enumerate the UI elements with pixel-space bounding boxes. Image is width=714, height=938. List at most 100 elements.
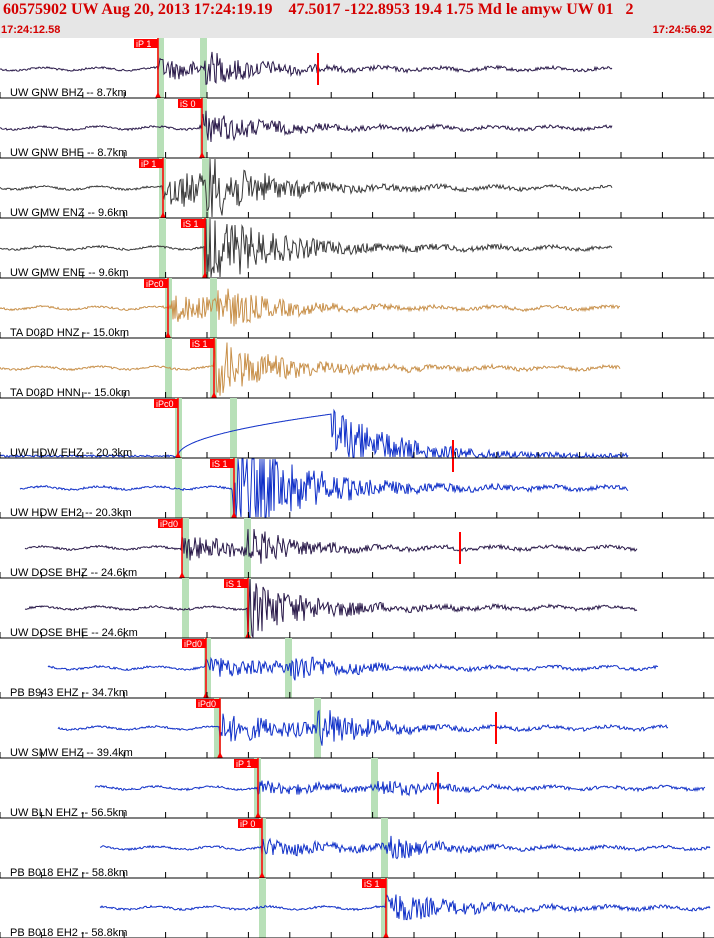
waveform [0, 288, 620, 327]
pick-arrow [175, 452, 181, 458]
waveform [19, 458, 629, 518]
pick-label: iS 1 [192, 339, 208, 349]
station-label: UW DOSE BHZ -- 24.6km [10, 567, 137, 579]
pick-label-box[interactable] [181, 219, 205, 228]
pick-label: iPc0 [146, 279, 164, 289]
trace-panel[interactable]: iP 1 UW GNW BHZ -- 8.7km [0, 38, 714, 99]
station-label: PB B018 EHZ -- 58.8km [10, 867, 128, 879]
pick-label: iPc0 [156, 399, 174, 409]
pick-arrow [165, 332, 171, 338]
waveform [0, 51, 613, 86]
station-label: UW GMW ENE -- 9.6km [10, 267, 129, 279]
waveform [94, 780, 706, 797]
s-window [200, 98, 207, 158]
pick-arrow [217, 752, 223, 758]
pick-label: iS 1 [226, 579, 242, 589]
pick-label-box[interactable] [224, 579, 248, 588]
pick-arrow [155, 92, 161, 98]
pick-label: iPd0 [184, 639, 202, 649]
trace-panel[interactable]: iPc0 UW HDW EHZ -- 20.3km [0, 398, 714, 472]
station-label: UW GMW ENZ -- 9.6km [10, 207, 128, 219]
waveform [99, 894, 711, 921]
pick-arrow [231, 512, 237, 518]
pick-arrow [160, 212, 166, 218]
pick-label-box[interactable] [362, 879, 386, 888]
trace-panel[interactable]: iS 1 UW GMW ENE -- 9.6km [0, 218, 714, 279]
station-label: UW HDW EH2 -- 20.3km [10, 507, 132, 519]
pick-label-box[interactable] [178, 99, 202, 108]
station-label: TA D03D HNN -- 15.0km [10, 387, 130, 399]
station-label: PB B943 EHZ -- 34.7km [10, 687, 128, 699]
station-label: UW HDW EHZ -- 20.3km [10, 447, 132, 459]
trace-panel[interactable]: iPd0 UW SMW EHZ -- 39.4km [0, 698, 714, 759]
s-window [314, 698, 321, 758]
s-window [230, 398, 237, 458]
pick-arrow [199, 152, 205, 158]
pick-arrow [383, 932, 389, 938]
pick-label-box[interactable] [182, 639, 206, 648]
pick-label: iP 1 [141, 159, 156, 169]
trace-panel[interactable]: iS 1 UW DOSE BHE -- 24.6km [0, 578, 714, 639]
station-label: UW GNW BHZ -- 8.7km [10, 87, 127, 99]
p-window [182, 518, 189, 578]
p-window [157, 98, 164, 158]
waveform [0, 339, 621, 396]
pick-label-box[interactable] [234, 759, 258, 768]
station-label: UW DOSE BHE -- 24.6km [10, 627, 138, 639]
pick-label: iPd0 [160, 519, 178, 529]
trace-panel[interactable]: iS 0 UW GNW BHE -- 8.7km [0, 98, 714, 159]
s-window [244, 518, 251, 578]
p-window [159, 218, 166, 278]
p-window [204, 638, 211, 698]
seismogram-panel[interactable]: iP 1 UW GNW BHZ -- 8.7km iS 0 UW GNW BHE --… [0, 38, 714, 938]
pick-label: iP 0 [240, 819, 255, 829]
trace-panel[interactable]: iP 0 PB B018 EHZ -- 58.8km [0, 818, 714, 879]
s-window [210, 278, 217, 338]
window-start-time: 17:24:12.58 [1, 24, 61, 36]
pick-label: iP 1 [136, 39, 151, 49]
trace-panel[interactable]: iS 1 TA D03D HNN -- 15.0km [0, 338, 714, 399]
station-label: UW BLN EHZ -- 56.5km [10, 807, 127, 819]
waveform [0, 408, 629, 459]
pick-arrow [259, 872, 265, 878]
trace-panel[interactable]: iS 1 PB B018 EH2 -- 58.8km [0, 878, 714, 938]
trace-panel[interactable]: iPc0 TA D03D HNZ -- 15.0km [0, 278, 714, 339]
pick-label-box[interactable] [196, 699, 220, 708]
event-title: 60575902 UW Aug 20, 2013 17:24:19.19 47.… [3, 1, 634, 18]
pick-label-box[interactable] [238, 819, 262, 828]
waveform [57, 709, 669, 746]
pick-label-box[interactable] [210, 459, 234, 468]
waveform [0, 218, 613, 278]
pick-label: iPd0 [198, 699, 216, 709]
pick-label-box[interactable] [158, 519, 182, 528]
p-window [182, 578, 189, 638]
pick-label-box[interactable] [154, 399, 178, 408]
pick-label: iS 1 [364, 879, 380, 889]
pick-label: iS 0 [180, 99, 196, 109]
p-window [157, 38, 164, 98]
pick-label-box[interactable] [134, 39, 158, 48]
pick-arrow [211, 392, 217, 398]
waveform [24, 578, 638, 639]
pick-label-box[interactable] [190, 339, 214, 348]
pick-label-box[interactable] [139, 159, 163, 168]
pick-label: iS 1 [183, 219, 199, 229]
pick-label: iS 1 [212, 459, 228, 469]
p-window [214, 698, 221, 758]
station-label: UW GNW BHE -- 8.7km [10, 147, 127, 159]
trace-panel[interactable]: iPd0 UW DOSE BHZ -- 24.6km [0, 518, 714, 579]
waveform [0, 158, 613, 218]
station-label: UW SMW EHZ -- 39.4km [10, 747, 133, 759]
pick-arrow [179, 572, 185, 578]
trace-panel[interactable]: iPd0 PB B943 EHZ -- 34.7km [0, 638, 714, 699]
waveform [47, 656, 659, 681]
pick-label-box[interactable] [144, 279, 168, 288]
trace-panel[interactable]: iP 1 UW GMW ENZ -- 9.6km [0, 158, 714, 219]
p-window [175, 458, 182, 518]
window-end-time: 17:24:56.92 [652, 24, 712, 36]
trace-panel[interactable]: iS 1 UW HDW EH2 -- 20.3km [0, 458, 714, 519]
pick-label: iP 1 [236, 759, 251, 769]
station-label: PB B018 EH2 -- 58.8km [10, 927, 127, 938]
pick-arrow [255, 812, 261, 818]
trace-panel[interactable]: iP 1 UW BLN EHZ -- 56.5km [0, 758, 714, 819]
